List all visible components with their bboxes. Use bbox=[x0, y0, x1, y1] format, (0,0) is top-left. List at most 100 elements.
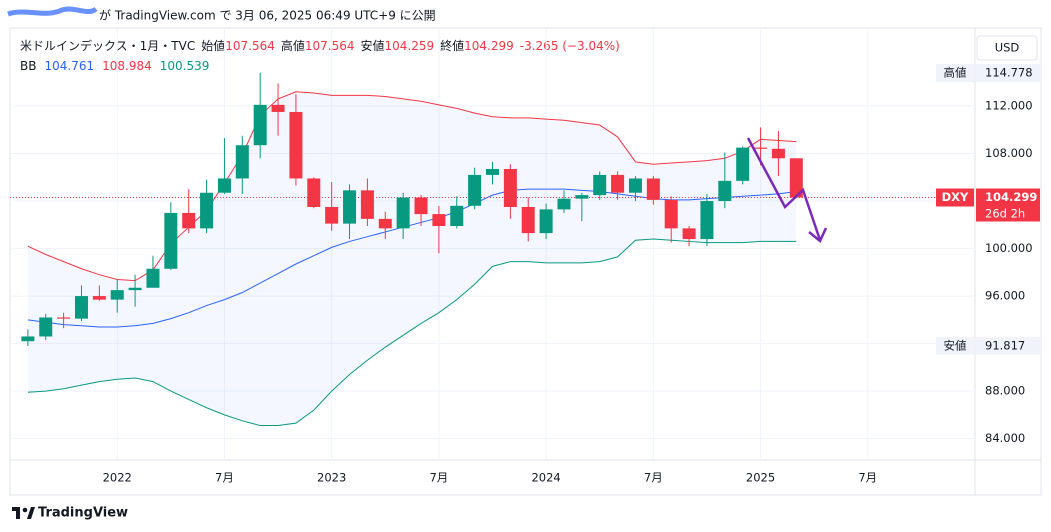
drawn-arrow-head bbox=[808, 227, 828, 243]
y-tick-label: 96.000 bbox=[985, 289, 1025, 303]
drawn-arrow bbox=[746, 137, 822, 241]
candle-body bbox=[289, 111, 303, 179]
candle-body bbox=[378, 218, 392, 229]
change: -3.265 (−3.04%) bbox=[520, 39, 620, 53]
candle-body bbox=[432, 214, 446, 226]
candle-body bbox=[468, 174, 482, 206]
ohlc-label: 始値 bbox=[201, 38, 225, 53]
candle-body bbox=[736, 147, 750, 181]
legend-title-line: 米ドルインデックス・1月・TVC 始値107.564 高値107.564 安値104.… bbox=[20, 38, 620, 53]
candle-body bbox=[343, 190, 357, 224]
ohlc-label: 安値 bbox=[360, 38, 384, 53]
candle-body bbox=[557, 198, 571, 210]
low-label: 安値 bbox=[944, 338, 967, 352]
candle-body bbox=[325, 206, 339, 224]
high-label-box bbox=[936, 64, 974, 83]
candle-body bbox=[539, 209, 553, 234]
candle-body bbox=[182, 212, 196, 229]
timer-box bbox=[976, 206, 1040, 222]
ohlc-value: 107.564 bbox=[225, 39, 275, 53]
candle-body bbox=[217, 178, 231, 193]
x-tick-label: 2024 bbox=[531, 471, 560, 485]
symbol-title: 米ドルインデックス・1月・TVC bbox=[20, 38, 195, 53]
high-value-box bbox=[976, 64, 1040, 83]
ohlc-value: 107.564 bbox=[305, 39, 355, 53]
candle-body bbox=[593, 174, 607, 196]
last-value: 104.299 bbox=[985, 190, 1037, 204]
candle-body bbox=[164, 212, 178, 269]
candle-body bbox=[628, 178, 642, 193]
candle-body bbox=[521, 206, 535, 234]
candle-body bbox=[754, 147, 768, 149]
currency: USD bbox=[995, 41, 1020, 55]
published: が TradingView.com で 3月 06, 2025 06:49 UT… bbox=[99, 8, 436, 23]
candle-body bbox=[611, 174, 625, 193]
low-label-box bbox=[936, 336, 974, 355]
bb-fill bbox=[27, 91, 797, 426]
y-tick-label: 100.000 bbox=[985, 241, 1033, 255]
legend: 米ドルインデックス・1月・TVC 始値107.564 高値107.564 安値104.… bbox=[20, 38, 620, 73]
candle-body bbox=[718, 180, 732, 202]
bb-value: 100.539 bbox=[160, 59, 210, 73]
candle-body bbox=[271, 104, 285, 112]
candle-body bbox=[575, 195, 589, 199]
plot bbox=[10, 28, 975, 460]
x-tick-label: 2023 bbox=[317, 471, 346, 485]
last-label: DXY bbox=[942, 190, 969, 204]
candle-body bbox=[253, 104, 267, 146]
brand: TradingView bbox=[38, 506, 128, 521]
currency-button[interactable] bbox=[976, 35, 1038, 61]
candle-body bbox=[146, 268, 160, 288]
candle-body bbox=[664, 199, 678, 229]
brand-logo bbox=[12, 507, 35, 519]
ohlc-value: 104.259 bbox=[385, 39, 435, 53]
candle-body bbox=[21, 336, 35, 342]
x-tick-label: 7月 bbox=[858, 471, 877, 485]
last-label-box bbox=[936, 188, 974, 207]
high-label: 高値 bbox=[944, 66, 967, 80]
candle-body bbox=[503, 168, 517, 207]
candle-body bbox=[360, 190, 374, 219]
candle-body bbox=[235, 145, 249, 179]
candle-body bbox=[450, 205, 464, 226]
y-tick-label: 84.000 bbox=[985, 431, 1025, 445]
frame bbox=[9, 27, 1042, 496]
candle-body bbox=[307, 178, 321, 207]
candle-body bbox=[682, 228, 696, 240]
y-tick-label: 108.000 bbox=[985, 146, 1033, 160]
x-tick-label: 7月 bbox=[215, 471, 234, 485]
timer: 26d 2h bbox=[985, 206, 1025, 220]
y-tick-label: 88.000 bbox=[985, 384, 1025, 398]
candle-body bbox=[396, 197, 410, 229]
bb-value: 108.984 bbox=[102, 59, 152, 73]
candle-body bbox=[92, 296, 106, 300]
bb-line bbox=[27, 188, 797, 328]
candle-body bbox=[57, 317, 71, 319]
candle-body bbox=[700, 201, 714, 240]
candle-body bbox=[646, 178, 660, 200]
y-tick-label: 112.000 bbox=[985, 99, 1033, 113]
ohlc-label: 終値 bbox=[440, 38, 464, 53]
candle-body bbox=[110, 290, 124, 300]
high-value: 114.778 bbox=[985, 66, 1033, 80]
bb-label: BB bbox=[20, 59, 36, 73]
candle-body bbox=[486, 168, 499, 175]
legend-bb-line: BB 104.761 108.984 100.539 bbox=[20, 59, 209, 73]
last-value-box bbox=[976, 188, 1040, 207]
candle-body bbox=[74, 296, 88, 319]
candle-body bbox=[128, 287, 142, 291]
bb-line bbox=[27, 91, 797, 282]
x-tick-label: 2022 bbox=[103, 471, 132, 485]
redacted-user bbox=[7, 6, 98, 17]
candle-body bbox=[39, 317, 53, 337]
ohlc-value: 104.299 bbox=[464, 39, 514, 53]
candle-body bbox=[789, 158, 803, 198]
candle-body bbox=[414, 197, 428, 215]
low-value-box bbox=[976, 336, 1040, 355]
x-tick-label: 7月 bbox=[429, 471, 448, 485]
ohlc-label: 高値 bbox=[281, 38, 305, 53]
bb-line bbox=[27, 238, 797, 427]
x-tick-label: 2025 bbox=[746, 471, 775, 485]
candle-body bbox=[771, 148, 785, 159]
